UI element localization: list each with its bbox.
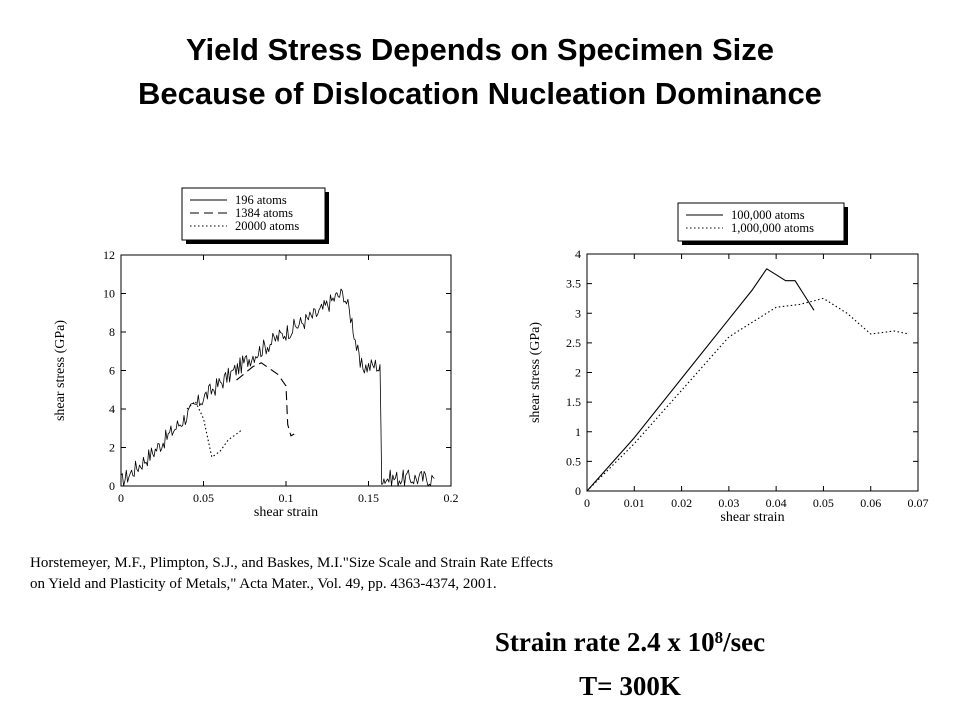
strain-rate-suffix: /sec — [723, 627, 766, 657]
y-tick-label: 4 — [575, 247, 581, 261]
y-tick-label: 2 — [109, 441, 115, 455]
x-axis-label: shear strain — [720, 510, 784, 525]
x-tick-label: 0.03 — [718, 496, 739, 510]
y-axis-label: shear stress (GPa) — [53, 320, 68, 421]
y-axis-label: shear stress (GPa) — [528, 322, 543, 423]
strain-rate-prefix: Strain rate 2.4 x 10 — [494, 627, 715, 657]
left-chart: 0 0.05 0.1 0.15 0.2 0 2 4 6 8 10 12 shear strain shea… — [53, 187, 459, 520]
y-tick-label: 3 — [575, 306, 581, 320]
y-tick-label: 1 — [575, 425, 581, 439]
temperature-text: T= 300K — [579, 671, 681, 701]
plot-frame — [120, 254, 452, 487]
x-tick-label: 0.06 — [860, 496, 881, 510]
series-line — [236, 362, 295, 437]
x-tick-label: 0.15 — [358, 491, 379, 505]
x-tick-label: 0.07 — [908, 496, 929, 510]
x-tick-label: 0 — [118, 491, 124, 505]
slide-title-line-1: Yield Stress Depends on Specimen Size — [185, 32, 775, 67]
y-tick-label: 12 — [103, 248, 115, 262]
series-line — [186, 400, 242, 458]
x-axis-label: shear strain — [254, 505, 318, 520]
legend-label: 196 atoms — [235, 193, 287, 207]
slide-title-line-2: Because of Dislocation Nucleation Domina… — [138, 76, 822, 111]
y-tick-label: 4 — [109, 402, 115, 416]
y-tick-label: 8 — [109, 325, 115, 339]
x-tick-label: 0.01 — [624, 496, 645, 510]
x-tick-label: 0.05 — [193, 491, 214, 505]
y-tick-label: 0.5 — [566, 454, 581, 468]
series-line — [586, 297, 909, 492]
legend-label: 100,000 atoms — [731, 208, 805, 222]
y-tick-label: 0 — [575, 484, 581, 498]
citation-line-2: on Yield and Plasticity of Metals," Acta… — [30, 576, 497, 592]
series-line — [120, 288, 435, 487]
legend-box — [677, 202, 845, 242]
y-tick-label: 3.5 — [566, 277, 581, 291]
x-tick-label: 0.05 — [813, 496, 834, 510]
y-tick-label: 2.5 — [566, 336, 581, 350]
x-tick-label: 0.02 — [671, 496, 692, 510]
legend-label: 1384 atoms — [235, 206, 293, 220]
legend-label: 1,000,000 atoms — [731, 221, 814, 235]
x-tick-label: 0.1 — [279, 491, 294, 505]
x-tick-label: 0 — [584, 496, 590, 510]
strain-rate-exponent: 8 — [714, 628, 724, 647]
citation: Horstemeyer, M.F., Plimpton, S.J., and B… — [30, 553, 730, 595]
y-tick-label: 2 — [575, 366, 581, 380]
y-tick-label: 10 — [103, 287, 115, 301]
y-tick-label: 1.5 — [566, 395, 581, 409]
conditions-block: Strain rate 2.4 x 108/sec T= 300K — [420, 620, 840, 708]
strain-rate-text: Strain rate 2.4 x 108/sec — [420, 620, 840, 664]
right-chart: 0 0.01 0.02 0.03 0.04 0.05 0.06 0.07 0 0.5 1 1.5 2 2.… — [528, 202, 929, 525]
legend-box — [181, 187, 326, 241]
y-tick-label: 6 — [109, 364, 115, 378]
y-tick-label: 0 — [109, 479, 115, 493]
citation-line-1: Horstemeyer, M.F., Plimpton, S.J., and B… — [30, 555, 554, 571]
x-tick-label: 0.04 — [766, 496, 787, 510]
series-line — [586, 268, 815, 492]
x-tick-label: 0.2 — [444, 491, 459, 505]
legend-label: 20000 atoms — [235, 219, 299, 233]
